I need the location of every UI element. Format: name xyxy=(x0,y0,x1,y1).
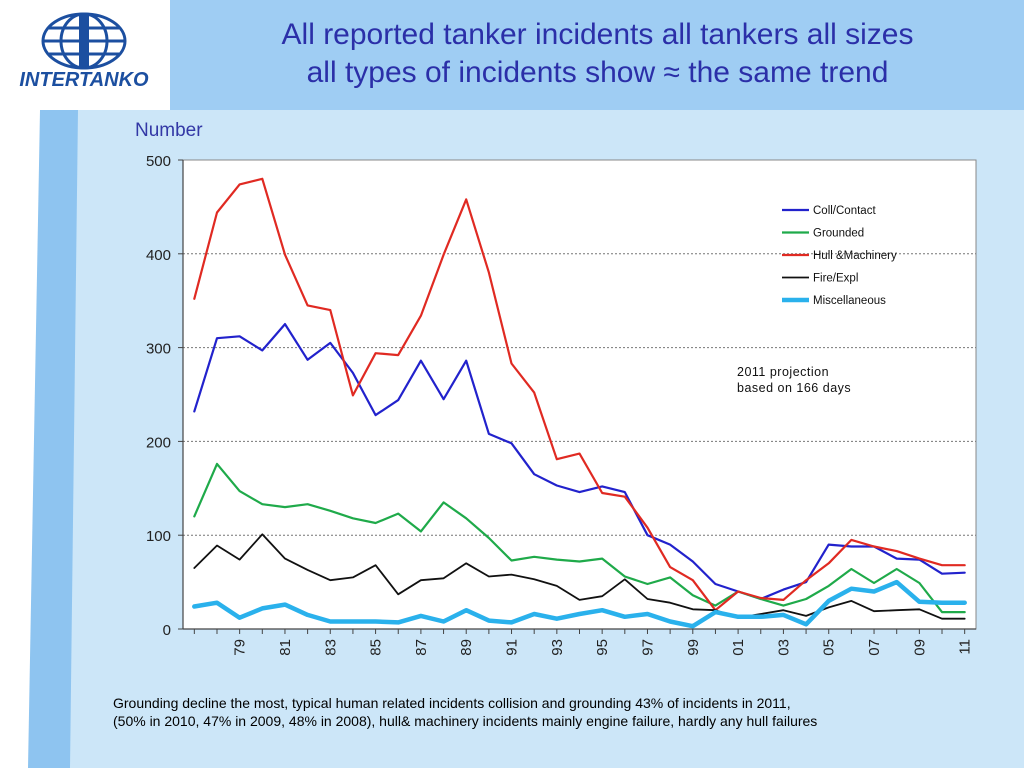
x-tick-label: 93 xyxy=(549,639,566,656)
y-tick-label: 300 xyxy=(146,341,171,358)
y-tick-label: 100 xyxy=(146,528,171,545)
plot-area xyxy=(182,159,977,630)
incident-line-chart: 0 100 200 300 400 500 79 81 83 85 87 89 91 93 95 97 99 01… xyxy=(146,153,977,656)
x-tick-label: 95 xyxy=(594,639,611,656)
x-tick-label: 85 xyxy=(368,639,385,656)
annotation-line: based on 166 days xyxy=(737,381,851,395)
legend-label: Grounded xyxy=(813,228,864,240)
x-tick-label: 87 xyxy=(413,639,430,656)
annotation-line: 2011 projection xyxy=(737,365,829,379)
series-lines xyxy=(192,177,967,629)
y-tick-label: 0 xyxy=(163,622,171,639)
axes: 0 100 200 300 400 500 79 81 83 85 87 89 91 93 95 97 99 01… xyxy=(146,153,976,656)
y-tick-label: 400 xyxy=(146,247,171,264)
legend-label: Fire/Expl xyxy=(813,273,858,285)
legend-label: Miscellaneous xyxy=(813,295,886,307)
y-tick-label: 200 xyxy=(146,434,171,451)
x-tick-label: 07 xyxy=(866,639,883,656)
x-tick-label: 03 xyxy=(775,639,792,656)
title-line-2: all types of incidents show ≈ the same t… xyxy=(306,56,889,89)
x-tick-label: 09 xyxy=(911,639,928,656)
header-band xyxy=(170,0,1024,110)
series-line-coll-contact xyxy=(193,323,966,601)
globe-logo-icon: INTERTANKO xyxy=(19,12,149,91)
caption-line-1: Grounding decline the most, typical huma… xyxy=(113,695,791,711)
projection-annotation: 2011 projection based on 166 days xyxy=(737,365,851,395)
series-line-hull-machinery xyxy=(193,177,966,612)
y-axis-unit-label: Number xyxy=(135,120,203,141)
left-band xyxy=(28,110,78,768)
y-tick-label: 500 xyxy=(146,153,171,170)
intertanko-logo: INTERTANKO xyxy=(0,0,170,110)
legend-label: Coll/Contact xyxy=(813,205,876,217)
x-tick-label: 79 xyxy=(232,639,249,656)
title-line-1: All reported tanker incidents all tanker… xyxy=(281,18,914,51)
legend-label: Hull &Machinery xyxy=(813,250,897,262)
grid-lines xyxy=(182,159,977,630)
x-tick-label: 91 xyxy=(504,639,521,656)
series-line-fire-expl xyxy=(193,533,966,620)
x-tick-label: 01 xyxy=(730,639,747,656)
x-tick-label: 83 xyxy=(322,639,339,656)
x-tick-label: 11 xyxy=(957,639,974,655)
legend: Coll/Contact Grounded Hull &Machinery Fire/… xyxy=(782,205,897,307)
series-line-grounded xyxy=(193,462,966,614)
x-tick-label: 97 xyxy=(639,639,656,656)
x-tick-label: 99 xyxy=(685,639,702,656)
caption: Grounding decline the most, typical huma… xyxy=(113,694,993,730)
series-line-miscellaneous xyxy=(192,579,967,629)
x-tick-label: 05 xyxy=(821,639,838,656)
logo-text: INTERTANKO xyxy=(19,69,149,91)
x-tick-label: 89 xyxy=(458,639,475,656)
x-tick-label: 81 xyxy=(277,639,294,656)
caption-line-2: (50% in 2010, 47% in 2009, 48% in 2008),… xyxy=(113,713,818,729)
